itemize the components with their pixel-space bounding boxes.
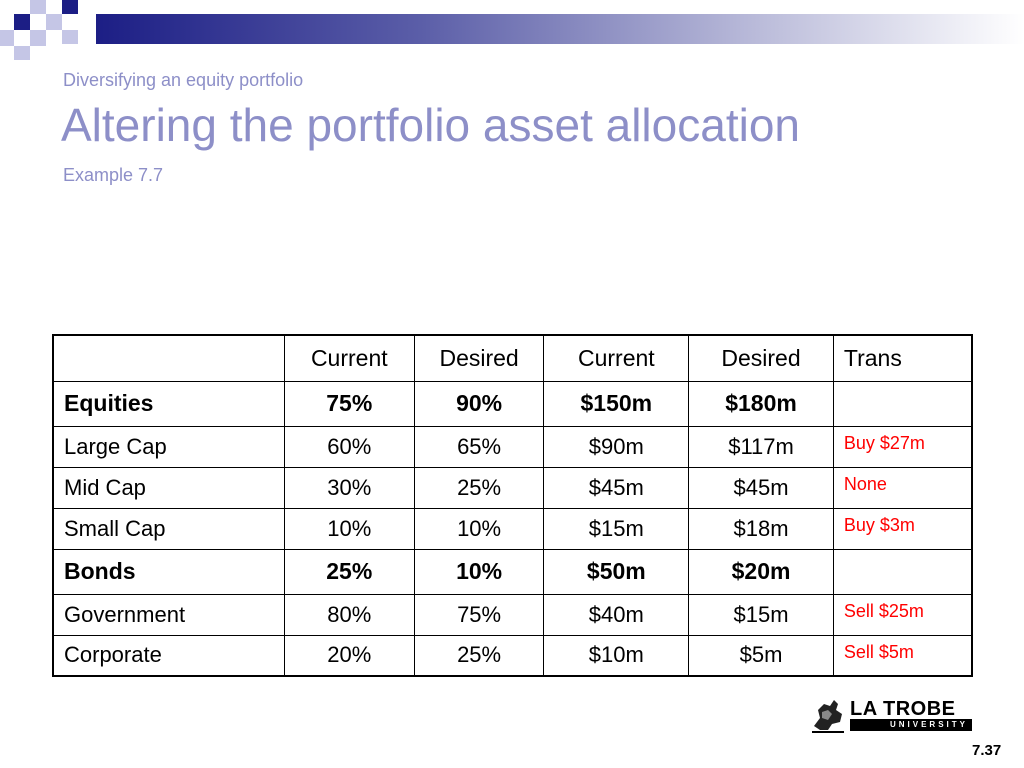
- decor-square: [30, 30, 46, 46]
- decor-square: [62, 0, 78, 14]
- table-row: Large Cap 60% 65% $90m $117m Buy $27m: [52, 425, 973, 468]
- row-label: Mid Cap: [52, 466, 285, 509]
- trans-cell: None: [832, 466, 973, 509]
- decor-square: [46, 14, 62, 30]
- current-val-cell: $150m: [543, 380, 690, 427]
- current-pct-cell: 25%: [283, 548, 415, 595]
- example-label: Example 7.7: [63, 165, 164, 185]
- decorative-header: [0, 0, 1024, 60]
- slide-subtitle: Diversifying an equity portfolio: [63, 70, 304, 90]
- row-label: Equities: [52, 380, 285, 427]
- current-val-cell: $10m: [543, 634, 690, 677]
- header-current-pct: Current: [283, 334, 415, 382]
- trans-cell: Buy $27m: [832, 425, 973, 468]
- desired-val-cell: $45m: [688, 466, 834, 509]
- current-pct-cell: 80%: [283, 593, 415, 636]
- table-row: Equities 75% 90% $150m $180m: [52, 380, 973, 427]
- decor-square: [0, 30, 14, 46]
- decor-square: [14, 14, 30, 30]
- table-header-row: Current Desired Current Desired Trans: [52, 334, 973, 382]
- logo-name: LA TROBE: [850, 698, 956, 720]
- desired-val-cell: $18m: [688, 507, 834, 550]
- header-cell: [52, 334, 285, 382]
- desired-val-cell: $5m: [688, 634, 834, 677]
- desired-val-cell: $117m: [688, 425, 834, 468]
- current-val-cell: $45m: [543, 466, 690, 509]
- desired-pct-cell: 10%: [413, 507, 545, 550]
- row-label: Small Cap: [52, 507, 285, 550]
- row-label: Corporate: [52, 634, 285, 677]
- current-pct-cell: 20%: [283, 634, 415, 677]
- slide-title: Altering the portfolio asset allocation: [61, 99, 800, 151]
- header-current-val: Current: [543, 334, 690, 382]
- trans-cell: [832, 548, 973, 595]
- desired-pct-cell: 65%: [413, 425, 545, 468]
- current-val-cell: $90m: [543, 425, 690, 468]
- table-row: Small Cap 10% 10% $15m $18m Buy $3m: [52, 507, 973, 550]
- decor-square: [62, 30, 78, 44]
- decor-square: [14, 46, 30, 60]
- row-label: Bonds: [52, 548, 285, 595]
- row-label: Government: [52, 593, 285, 636]
- desired-pct-cell: 75%: [413, 593, 545, 636]
- desired-pct-cell: 10%: [413, 548, 545, 595]
- header-trans: Trans: [832, 334, 973, 382]
- trans-cell: Buy $3m: [832, 507, 973, 550]
- desired-val-cell: $180m: [688, 380, 834, 427]
- desired-pct-cell: 90%: [413, 380, 545, 427]
- current-val-cell: $15m: [543, 507, 690, 550]
- asset-allocation-table: Current Desired Current Desired Trans Eq…: [52, 334, 973, 677]
- current-pct-cell: 10%: [283, 507, 415, 550]
- desired-pct-cell: 25%: [413, 634, 545, 677]
- desired-val-cell: $20m: [688, 548, 834, 595]
- current-val-cell: $50m: [543, 548, 690, 595]
- decor-square: [30, 0, 46, 14]
- table-row: Corporate 20% 25% $10m $5m Sell $5m: [52, 634, 973, 677]
- header-desired-pct: Desired: [413, 334, 545, 382]
- trans-cell: Sell $25m: [832, 593, 973, 636]
- row-label: Large Cap: [52, 425, 285, 468]
- current-val-cell: $40m: [543, 593, 690, 636]
- trans-cell: Sell $5m: [832, 634, 973, 677]
- current-pct-cell: 60%: [283, 425, 415, 468]
- crest-icon: [812, 700, 844, 733]
- current-pct-cell: 30%: [283, 466, 415, 509]
- table-row: Mid Cap 30% 25% $45m $45m None: [52, 466, 973, 509]
- logo-tagline: UNIVERSITY: [850, 719, 972, 731]
- trans-cell: [832, 380, 973, 427]
- header-gradient-bar: [96, 14, 1024, 44]
- la-trobe-logo: LA TROBE UNIVERSITY: [810, 694, 972, 736]
- page-number: 7.37: [972, 742, 1002, 759]
- desired-val-cell: $15m: [688, 593, 834, 636]
- header-desired-val: Desired: [688, 334, 834, 382]
- table-row: Government 80% 75% $40m $15m Sell $25m: [52, 593, 973, 636]
- desired-pct-cell: 25%: [413, 466, 545, 509]
- current-pct-cell: 75%: [283, 380, 415, 427]
- table-row: Bonds 25% 10% $50m $20m: [52, 548, 973, 595]
